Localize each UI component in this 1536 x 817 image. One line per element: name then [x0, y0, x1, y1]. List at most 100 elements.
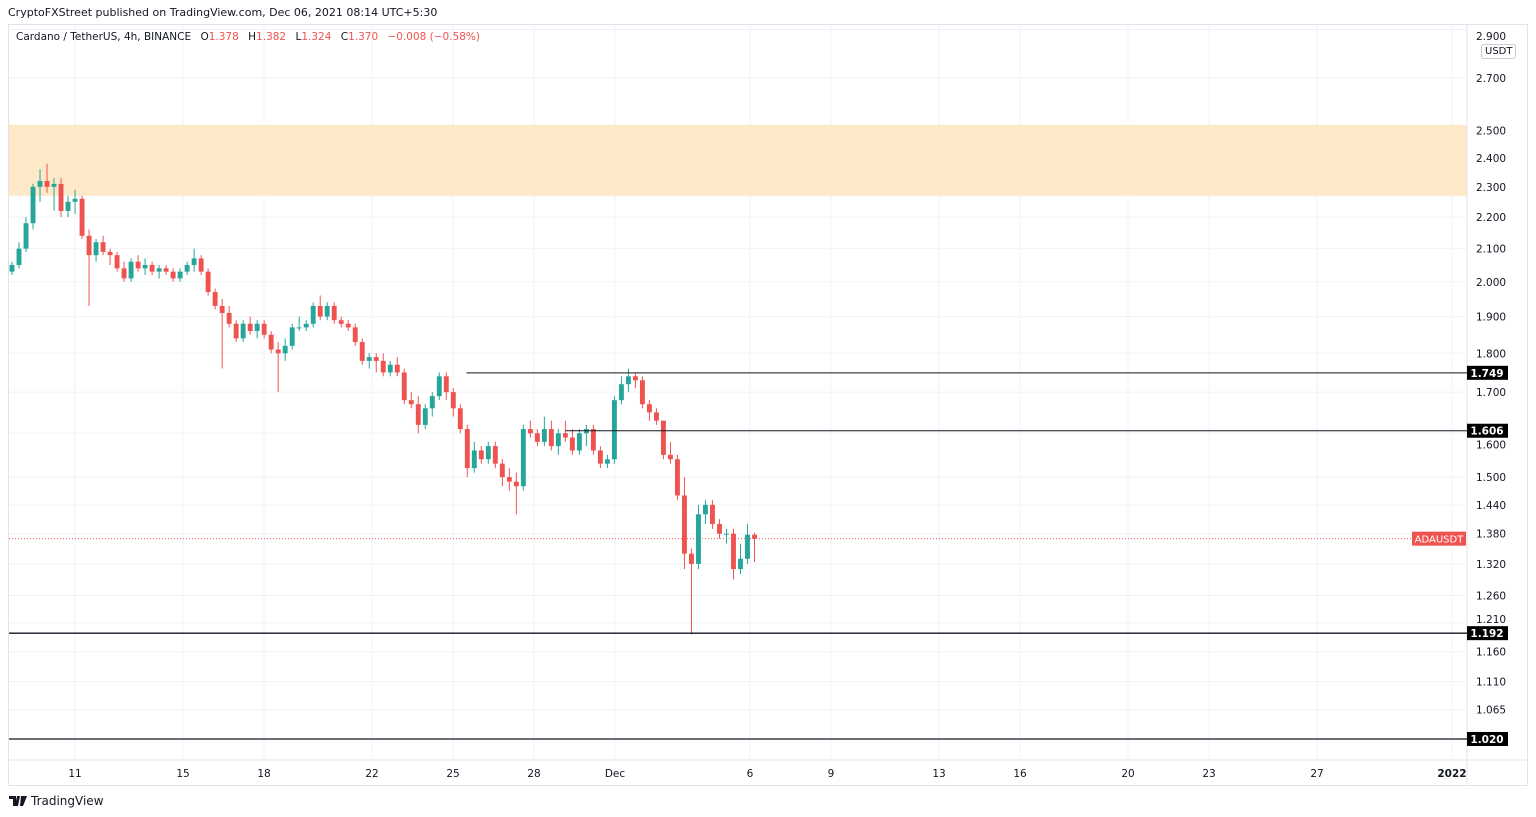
- candle-down: [569, 437, 575, 451]
- candle-down: [352, 327, 358, 343]
- candle-up: [282, 345, 288, 354]
- candle-up: [128, 261, 134, 279]
- candle-down: [689, 553, 694, 564]
- change-value: −0.008 (−0.58%): [387, 31, 481, 43]
- candle-up: [604, 459, 610, 464]
- candle-down: [394, 364, 400, 373]
- y-tick-label: 2.400: [1476, 153, 1506, 165]
- y-tick-label: 1.320: [1476, 559, 1506, 571]
- y-tick-label: 2.300: [1476, 182, 1506, 194]
- footer-brand-text: TradingView: [31, 794, 104, 808]
- chart-frame: [8, 24, 1528, 786]
- candle-up: [65, 201, 71, 211]
- level-label: 1.020: [1470, 734, 1503, 746]
- candle-up: [324, 305, 330, 317]
- x-tick-label: 9: [828, 768, 835, 780]
- candle-up: [611, 400, 617, 460]
- x-tick-label: Dec: [605, 768, 626, 780]
- low-label: L: [295, 31, 302, 43]
- x-tick-label: 16: [1013, 768, 1027, 780]
- candle-up: [177, 271, 183, 279]
- level-label: 1.192: [1470, 628, 1503, 640]
- candle-down: [752, 534, 757, 539]
- y-tick-label: 1.900: [1476, 312, 1506, 324]
- x-tick-label: 27: [1310, 768, 1323, 780]
- candle-up: [555, 433, 561, 447]
- y-tick-label: 1.500: [1476, 472, 1506, 484]
- level-label: 1.749: [1470, 368, 1503, 380]
- candle-up: [72, 198, 78, 202]
- x-tick-label: 20: [1121, 768, 1134, 780]
- candle-down: [317, 305, 323, 317]
- candle-down: [527, 429, 533, 434]
- candle-down: [100, 242, 106, 252]
- candle-down: [646, 404, 652, 413]
- open-label: O: [200, 31, 209, 43]
- candle-up: [366, 357, 372, 361]
- candle-up: [724, 533, 729, 535]
- candle-down: [275, 349, 281, 354]
- candle-up: [191, 258, 197, 266]
- x-tick-label: 18: [257, 768, 270, 780]
- candle-down: [261, 323, 267, 335]
- candle-down: [205, 271, 211, 293]
- candle-down: [717, 523, 722, 534]
- last-price-symbol: ADAUSDT: [1415, 535, 1465, 546]
- level-label: 1.606: [1470, 426, 1503, 438]
- candle-up: [142, 265, 148, 269]
- level-badge: [1467, 365, 1508, 380]
- candle-down: [639, 380, 645, 405]
- candle-down: [380, 360, 386, 373]
- candle-down: [268, 334, 274, 350]
- supply-zone: [9, 124, 1467, 196]
- candle-up: [625, 376, 631, 385]
- candle-down: [219, 305, 225, 314]
- candle-up: [93, 242, 99, 256]
- candle-up: [16, 248, 22, 266]
- candle-down: [443, 376, 449, 393]
- candle-down: [401, 372, 407, 401]
- candle-up: [51, 183, 57, 187]
- currency-button[interactable]: USDT: [1481, 44, 1517, 59]
- y-tick-label: 1.380: [1476, 529, 1506, 541]
- candle-down: [44, 180, 50, 187]
- candle-down: [345, 323, 351, 328]
- candle-down: [359, 342, 365, 361]
- close-label: C: [340, 31, 349, 43]
- candle-down: [653, 412, 659, 421]
- candle-up: [703, 504, 708, 515]
- candle-down: [660, 420, 666, 455]
- y-tick-label: 1.700: [1476, 387, 1506, 399]
- publish-info: CryptoFXStreet published on TradingView.…: [8, 6, 438, 19]
- candle-down: [79, 198, 85, 236]
- candle-down: [632, 376, 638, 381]
- y-tick-label: 2.200: [1476, 212, 1506, 224]
- candle-down: [226, 313, 232, 324]
- y-tick-label: 2.000: [1476, 277, 1506, 289]
- level-badge: [1467, 731, 1508, 746]
- candle-up: [296, 327, 302, 329]
- candle-up: [23, 223, 29, 249]
- y-tick-label: 1.800: [1476, 348, 1506, 360]
- candle-down: [534, 433, 540, 442]
- footer-brand[interactable]: TradingView: [9, 794, 104, 808]
- candle-up: [240, 323, 246, 339]
- y-tick-label: 1.110: [1476, 677, 1506, 689]
- symbol-name: Cardano / TetherUS, 4h, BINANCE: [16, 31, 192, 43]
- candle-down: [198, 258, 204, 272]
- tradingview-logo-icon: [9, 796, 27, 806]
- y-tick-label: 2.700: [1476, 73, 1506, 85]
- y-tick-label: 2.100: [1476, 244, 1506, 256]
- candle-down: [121, 268, 127, 279]
- candle-up: [310, 305, 316, 324]
- candle-up: [30, 186, 36, 224]
- candle-down: [212, 292, 218, 306]
- candle-up: [254, 323, 260, 332]
- open-value: 1.378: [208, 31, 239, 43]
- x-tick-label: 15: [176, 768, 189, 780]
- candle-up: [436, 376, 442, 397]
- candle-down: [667, 454, 673, 460]
- candle-down: [58, 183, 64, 211]
- candle-down: [331, 305, 337, 321]
